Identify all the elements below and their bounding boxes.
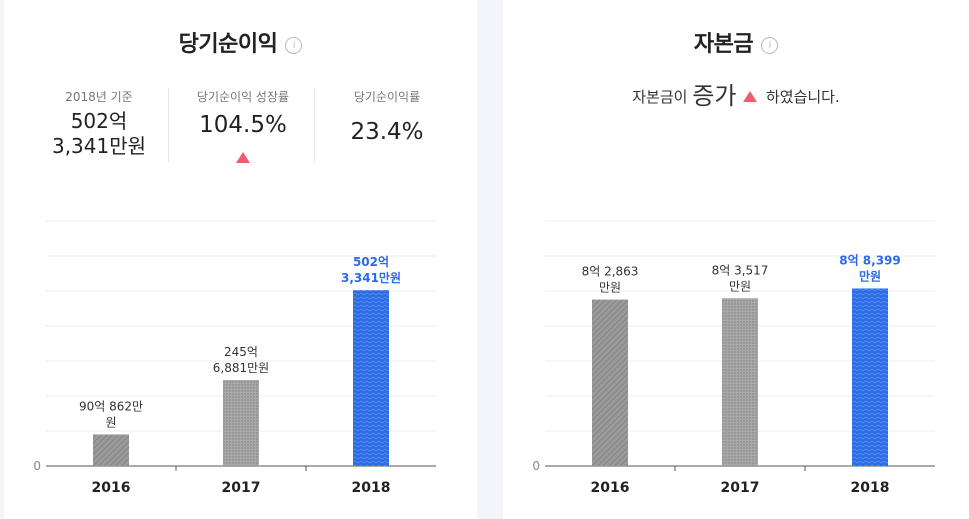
x-tick-label: 2018	[352, 480, 391, 496]
data-label: 6,881만원	[213, 361, 269, 375]
kpi-divider	[314, 88, 315, 163]
capital-title: 자본금 i	[503, 26, 969, 58]
net-income-title-text: 당기순이익	[178, 32, 278, 57]
bar-2016[interactable]	[93, 434, 129, 466]
x-tick-label: 2017	[721, 480, 760, 496]
capital-title-text: 자본금	[693, 32, 754, 57]
bar-2016[interactable]	[592, 299, 628, 466]
data-label: 90억 862만	[79, 399, 143, 413]
x-tick-label: 2017	[222, 480, 261, 496]
bar-2017[interactable]	[722, 298, 758, 466]
capital-panel: 자본금 i 자본금이 증가 하였습니다. 0 8억 2,863 만원 2016 8억 3,…	[503, 0, 969, 519]
data-label: 원	[105, 415, 116, 429]
capital-message-post: 하였습니다.	[765, 88, 840, 106]
kpi-label: 당기순이익률	[353, 90, 421, 104]
kpi-value: 104.5%	[199, 112, 287, 138]
net-income-panel: 당기순이익 i 2018년 기준 502억 3,341만원 당기순이익 성장률 1…	[4, 0, 477, 519]
data-label: 만원	[729, 279, 751, 293]
bar-2017[interactable]	[223, 380, 259, 466]
kpi-value: 23.4%	[350, 119, 424, 145]
kpi-net-margin: 당기순이익률 23.4%	[322, 88, 452, 145]
kpi-growth-rate: 당기순이익 성장률 104.5%	[176, 88, 310, 167]
kpi-label: 당기순이익 성장률	[196, 90, 290, 104]
kpi-label: 2018년 기준	[65, 90, 133, 104]
x-tick-label: 2016	[591, 480, 630, 496]
kpi-value-line: 502억	[70, 109, 128, 133]
x-tick-label: 2016	[92, 480, 131, 496]
up-arrow-icon	[236, 152, 250, 163]
data-label: 8억 2,863	[582, 265, 639, 279]
kpi-value: 502억 3,341만원	[34, 109, 164, 159]
data-label: 3,341만원	[341, 270, 401, 285]
capital-message: 자본금이 증가 하였습니다.	[503, 76, 969, 111]
kpi-value-line: 3,341만원	[51, 134, 147, 158]
kpi-base-year: 2018년 기준 502억 3,341만원	[34, 88, 164, 159]
x-tick-label: 2018	[851, 480, 890, 496]
capital-message-pre: 자본금이	[632, 88, 688, 106]
bar-2018[interactable]	[852, 288, 888, 466]
data-label: 502억	[353, 255, 389, 269]
bar-2018[interactable]	[353, 290, 389, 466]
data-label: 만원	[599, 281, 621, 295]
data-label: 8억 8,399	[839, 253, 901, 267]
net-income-title: 당기순이익 i	[4, 26, 477, 58]
y-tick-label: 0	[532, 459, 540, 473]
kpi-divider	[168, 88, 169, 163]
info-icon[interactable]: i	[285, 36, 303, 54]
info-icon[interactable]: i	[761, 36, 779, 54]
data-label: 245억	[224, 345, 258, 359]
y-tick-label: 0	[33, 459, 41, 473]
data-label: 8억 3,517	[712, 263, 769, 277]
data-label: 만원	[859, 268, 881, 283]
up-arrow-icon	[743, 91, 758, 102]
capital-message-emphasis: 증가	[692, 82, 737, 110]
